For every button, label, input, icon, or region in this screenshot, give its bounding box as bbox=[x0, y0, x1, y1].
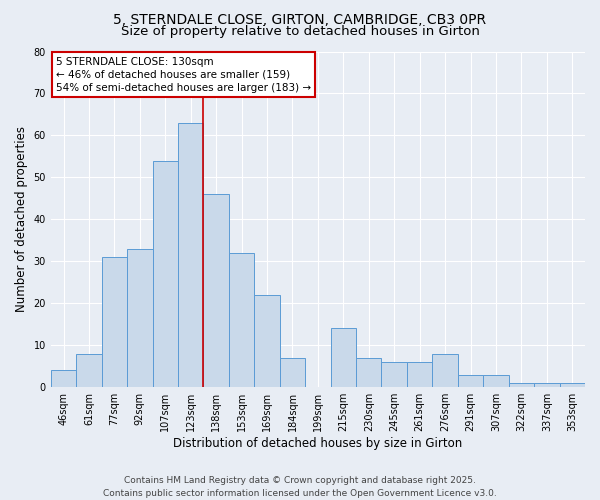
Bar bbox=[229, 253, 254, 387]
Bar bbox=[483, 374, 509, 387]
Bar bbox=[331, 328, 356, 387]
Bar bbox=[254, 295, 280, 387]
Bar bbox=[101, 257, 127, 387]
Bar bbox=[560, 383, 585, 387]
Bar bbox=[433, 354, 458, 387]
Bar bbox=[203, 194, 229, 387]
Bar bbox=[178, 123, 203, 387]
Bar bbox=[509, 383, 534, 387]
Text: 5 STERNDALE CLOSE: 130sqm
← 46% of detached houses are smaller (159)
54% of semi: 5 STERNDALE CLOSE: 130sqm ← 46% of detac… bbox=[56, 56, 311, 93]
Bar bbox=[458, 374, 483, 387]
Text: Contains HM Land Registry data © Crown copyright and database right 2025.
Contai: Contains HM Land Registry data © Crown c… bbox=[103, 476, 497, 498]
Bar bbox=[382, 362, 407, 387]
Text: 5, STERNDALE CLOSE, GIRTON, CAMBRIDGE, CB3 0PR: 5, STERNDALE CLOSE, GIRTON, CAMBRIDGE, C… bbox=[113, 12, 487, 26]
Bar bbox=[152, 160, 178, 387]
X-axis label: Distribution of detached houses by size in Girton: Distribution of detached houses by size … bbox=[173, 437, 463, 450]
Y-axis label: Number of detached properties: Number of detached properties bbox=[15, 126, 28, 312]
Bar bbox=[534, 383, 560, 387]
Bar bbox=[356, 358, 382, 387]
Text: Size of property relative to detached houses in Girton: Size of property relative to detached ho… bbox=[121, 25, 479, 38]
Bar bbox=[407, 362, 433, 387]
Bar bbox=[76, 354, 101, 387]
Bar bbox=[127, 248, 152, 387]
Bar bbox=[280, 358, 305, 387]
Bar bbox=[51, 370, 76, 387]
